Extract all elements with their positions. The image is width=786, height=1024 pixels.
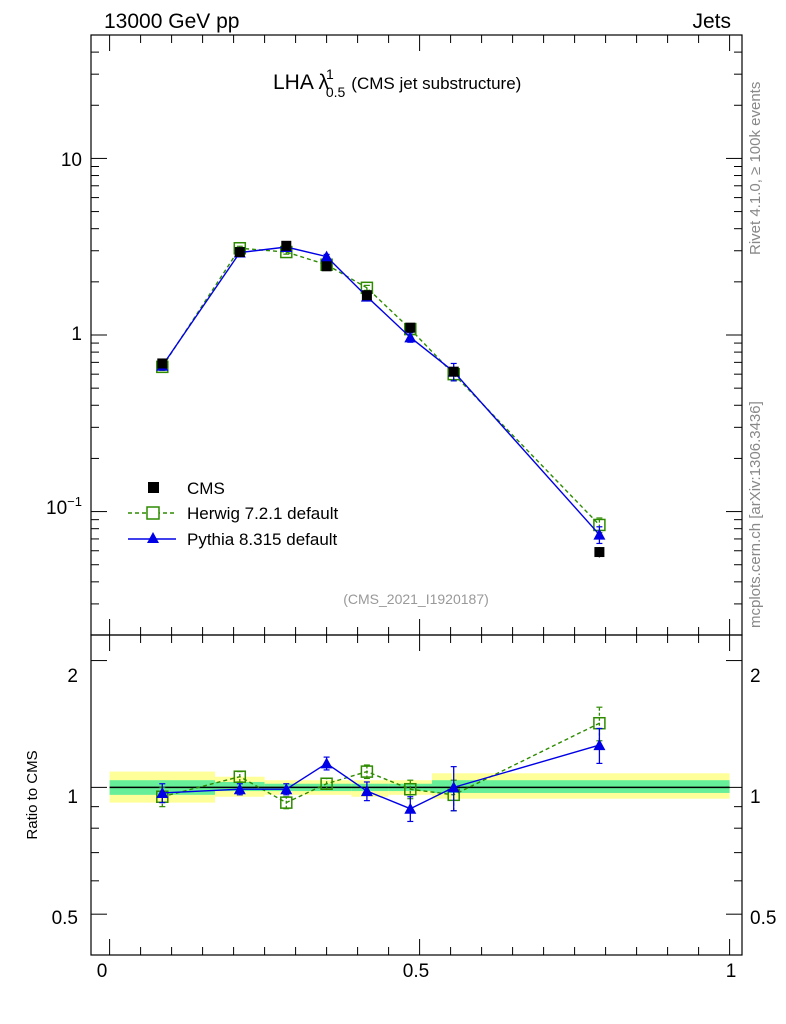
- cms-point: [594, 547, 605, 558]
- ratio-y-tick-label-left-1: 1: [67, 787, 78, 808]
- header-right: Jets: [692, 10, 731, 33]
- y-tick-label-1: 1: [71, 324, 82, 345]
- pythia-point: [593, 528, 606, 540]
- ratio-ticks: [91, 635, 742, 956]
- pythia-point: [404, 802, 417, 814]
- ratio-y-tick-label-left-2: 2: [67, 666, 78, 687]
- cms-point: [321, 261, 332, 272]
- ratio-bands: [109, 771, 730, 803]
- herwig-line: [161, 247, 600, 526]
- legend-herwig-label: Herwig 7.2.1 default: [187, 504, 338, 523]
- pythia-line: [161, 246, 600, 536]
- analysis-watermark: (CMS_2021_I1920187): [343, 591, 489, 607]
- y-tick-label-0.1: 10−1: [46, 494, 82, 519]
- cms-point: [448, 366, 459, 377]
- legend-cms-label: CMS: [187, 479, 225, 498]
- y-tick-label-10: 10: [61, 150, 82, 171]
- pythia-point: [280, 783, 293, 795]
- pythia-point: [593, 739, 606, 751]
- herwig-point: [233, 770, 247, 783]
- cms-point: [281, 240, 292, 251]
- herwig-point: [280, 796, 293, 809]
- main-y-tick-labels: 10 1 10−1: [46, 150, 82, 519]
- uncertainty-band-green: [432, 780, 730, 793]
- ratio-y-tick-label-right-0.5: 0.5: [750, 908, 776, 929]
- ratio-y-tick-label-right-1: 1: [750, 787, 761, 808]
- cms-point: [405, 322, 416, 333]
- legend-pythia-marker: [147, 532, 159, 543]
- pythia-point: [447, 781, 460, 793]
- ratio-y-tick-label-right-2: 2: [750, 666, 761, 687]
- legend-pythia-label: Pythia 8.315 default: [187, 530, 338, 549]
- rivet-label: Rivet 4.1.0, ≥ 100k events: [747, 82, 764, 255]
- pythia-point: [360, 785, 373, 797]
- legend-cms-marker: [148, 482, 159, 493]
- main-ticks: [91, 34, 742, 636]
- ratio-y-tick-labels: 2 1 0.5 2 1 0.5: [52, 666, 777, 929]
- pythia-line: [162, 744, 600, 810]
- x-tick-labels: 0 0.5 1: [97, 961, 737, 982]
- pythia-point: [233, 783, 246, 795]
- cms-point: [157, 358, 168, 369]
- legend-herwig-marker: [146, 506, 160, 520]
- pythia-point: [156, 786, 169, 798]
- ratio-frame: [90, 634, 743, 956]
- cms-point: [234, 247, 245, 258]
- x-tick-label-0.5: 0.5: [403, 961, 429, 982]
- x-tick-label-0: 0: [97, 961, 108, 982]
- x-tick-label-1: 1: [726, 961, 737, 982]
- pythia-point: [404, 331, 417, 343]
- ratio-panel: Ratio to CMS 2 1 0.5 2 1 0.5 0 0.5 1: [24, 634, 777, 982]
- herwig-point: [404, 782, 417, 796]
- header-left: 13000 GeV pp: [104, 10, 239, 33]
- legend: CMS Herwig 7.2.1 default Pythia 8.315 de…: [128, 479, 338, 549]
- ratio-data: [156, 706, 606, 823]
- pythia-point: [320, 757, 333, 769]
- cms-point: [361, 290, 372, 301]
- ratio-ylabel: Ratio to CMS: [24, 750, 41, 839]
- main-panel: 10 1 10−1 LHA λ1 0.5 (CMS jet substructure…: [46, 34, 743, 636]
- plot-title: LHA λ1 0.5 (CMS jet substructure): [273, 66, 521, 100]
- herwig-point: [320, 777, 333, 791]
- ratio-y-tick-label-left-0.5: 0.5: [52, 908, 78, 929]
- herwig-point: [360, 765, 374, 778]
- pythia-point: [320, 250, 333, 262]
- mcplots-label: mcplots.cern.ch [arXiv:1306.3436]: [747, 401, 764, 628]
- main-data: [156, 240, 606, 558]
